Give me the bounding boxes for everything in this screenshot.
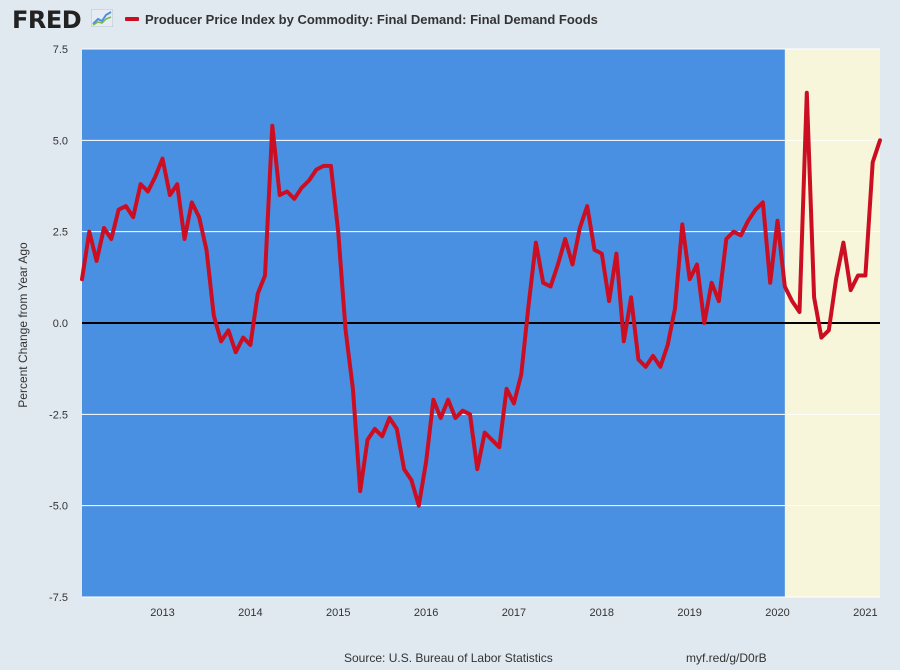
x-tick-label: 2017 xyxy=(502,607,526,619)
x-tick-label: 2016 xyxy=(414,607,438,619)
y-tick-labels: 7.5 5.0 2.5 0.0 -2.5 -5.0 -7.5 xyxy=(49,44,68,604)
fred-logo[interactable]: FRED xyxy=(12,6,82,34)
legend-swatch xyxy=(125,17,139,21)
y-axis-label: Percent Change from Year Ago xyxy=(16,242,30,408)
y-tick-label: -5.0 xyxy=(49,501,68,513)
x-tick-label: 2018 xyxy=(590,607,614,619)
y-tick-label: 0.0 xyxy=(53,318,68,330)
x-tick-label: 2013 xyxy=(150,607,174,619)
x-tick-label: 2021 xyxy=(853,607,877,619)
source-note: Source: U.S. Bureau of Labor Statistics xyxy=(344,651,553,665)
short-url[interactable]: myf.red/g/D0rB xyxy=(686,651,767,665)
series-group xyxy=(80,90,882,508)
series-line xyxy=(80,90,882,508)
legend-series-label: Producer Price Index by Commodity: Final… xyxy=(145,12,598,27)
x-tick-labels: 2013 2014 2015 2016 2017 2018 2019 2020 2021 xyxy=(150,607,877,619)
y-tick-label: 7.5 xyxy=(53,44,68,56)
x-tick-label: 2019 xyxy=(677,607,701,619)
y-tick-label: 5.0 xyxy=(53,135,68,147)
y-tick-label: -2.5 xyxy=(49,409,68,421)
chart-header: FRED Producer Price Index by Commodity: … xyxy=(0,0,900,40)
x-tick-label: 2020 xyxy=(765,607,789,619)
y-tick-label: -7.5 xyxy=(49,592,68,604)
x-tick-label: 2014 xyxy=(238,607,262,619)
fred-logo-graph-icon xyxy=(91,9,113,27)
x-tick-label: 2015 xyxy=(326,607,350,619)
gridlines xyxy=(82,48,880,598)
y-tick-label: 2.5 xyxy=(53,227,68,239)
